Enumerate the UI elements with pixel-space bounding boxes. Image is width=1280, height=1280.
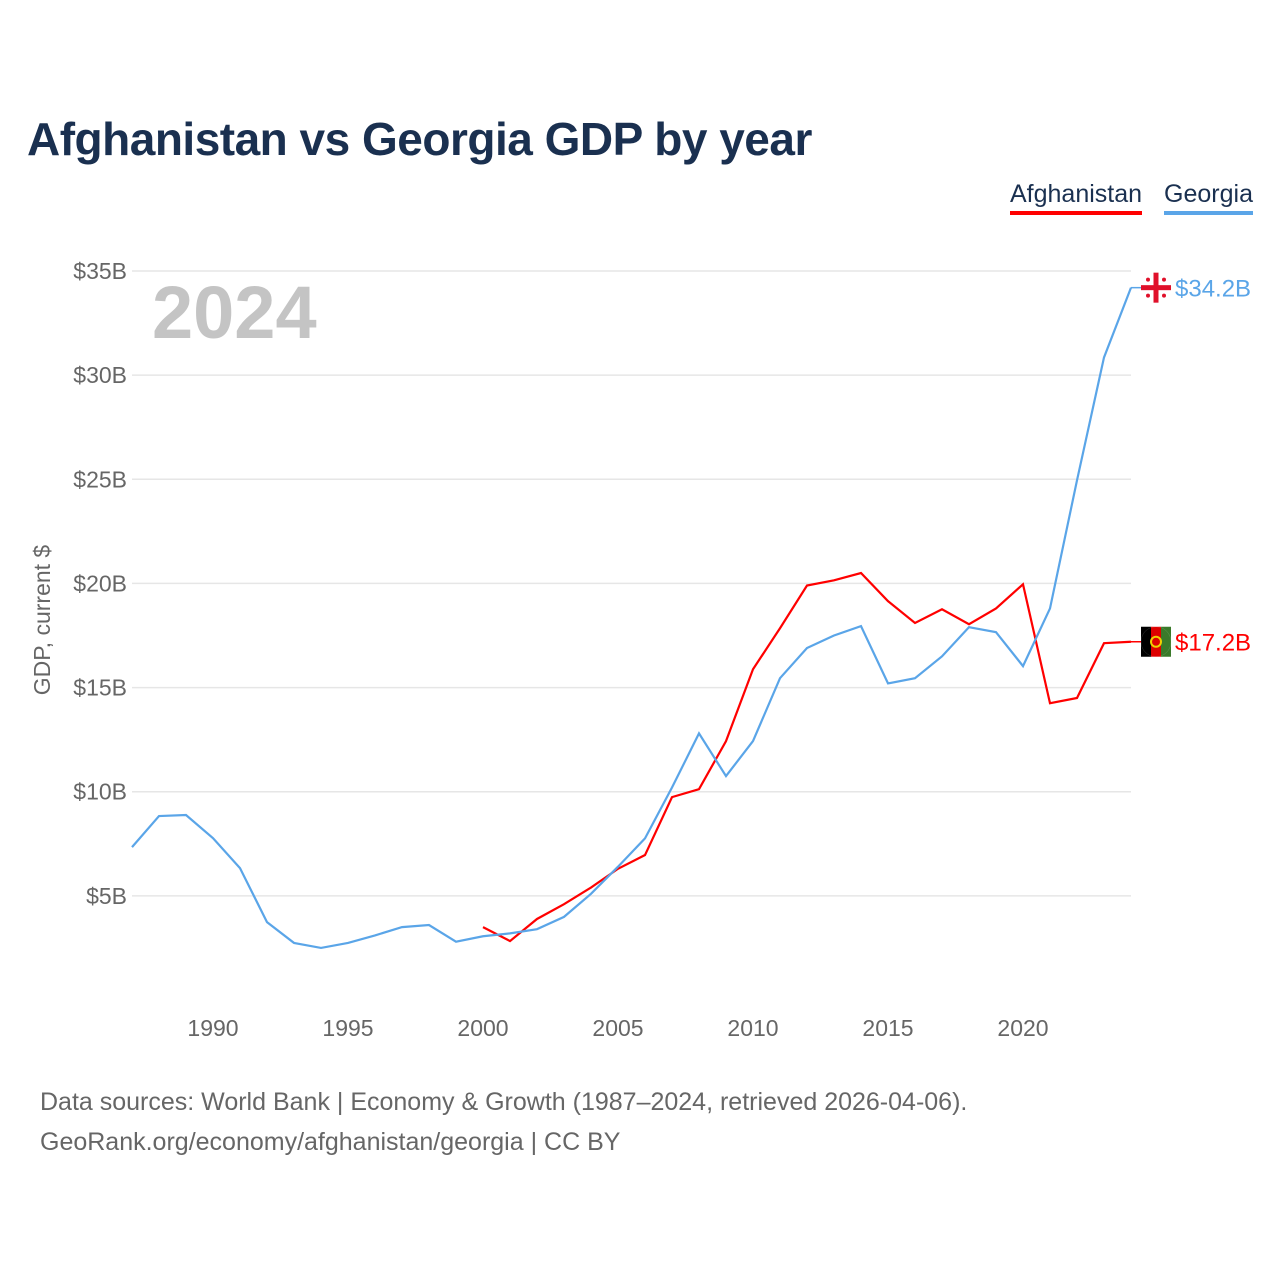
y-tick-label: $5B bbox=[86, 883, 127, 909]
legend-item-georgia[interactable]: Georgia bbox=[1164, 180, 1253, 215]
footer: Data sources: World Bank | Economy & Gro… bbox=[40, 1082, 967, 1162]
x-tick-label: 2015 bbox=[862, 1015, 913, 1041]
y-tick-label: $25B bbox=[73, 466, 127, 492]
afghanistan-flag-icon bbox=[1140, 626, 1172, 657]
x-tick-label: 1995 bbox=[322, 1015, 373, 1041]
x-tick-label: 2010 bbox=[727, 1015, 778, 1041]
y-tick-label: $20B bbox=[73, 570, 127, 596]
y-tick-label: $30B bbox=[73, 362, 127, 388]
georgia-flag-icon bbox=[1141, 272, 1171, 303]
chart-title: Afghanistan vs Georgia GDP by year bbox=[27, 113, 812, 165]
y-tick-label: $35B bbox=[73, 258, 127, 284]
x-tick-label: 1990 bbox=[187, 1015, 238, 1041]
y-axis-label: GDP, current $ bbox=[29, 545, 55, 696]
series-line-afghanistan bbox=[482, 571, 1132, 943]
legend: Afghanistan Georgia bbox=[1010, 180, 1253, 215]
x-tick-label: 2000 bbox=[457, 1015, 508, 1041]
y-tick-label: $10B bbox=[73, 779, 127, 805]
y-tick-label: $15B bbox=[73, 675, 127, 701]
legend-item-afghanistan[interactable]: Afghanistan bbox=[1010, 180, 1143, 215]
end-value-label: $17.2B bbox=[1175, 630, 1251, 657]
data-source-text: Data sources: World Bank | Economy & Gro… bbox=[40, 1088, 968, 1116]
end-value-label: $34.2B bbox=[1175, 276, 1251, 303]
attribution-text: GeoRank.org/economy/afghanistan/georgia … bbox=[40, 1128, 621, 1156]
year-watermark: 2024 bbox=[152, 271, 317, 354]
series-line-georgia bbox=[131, 287, 1133, 950]
x-tick-label: 2020 bbox=[997, 1015, 1048, 1041]
x-tick-label: 2005 bbox=[592, 1015, 643, 1041]
